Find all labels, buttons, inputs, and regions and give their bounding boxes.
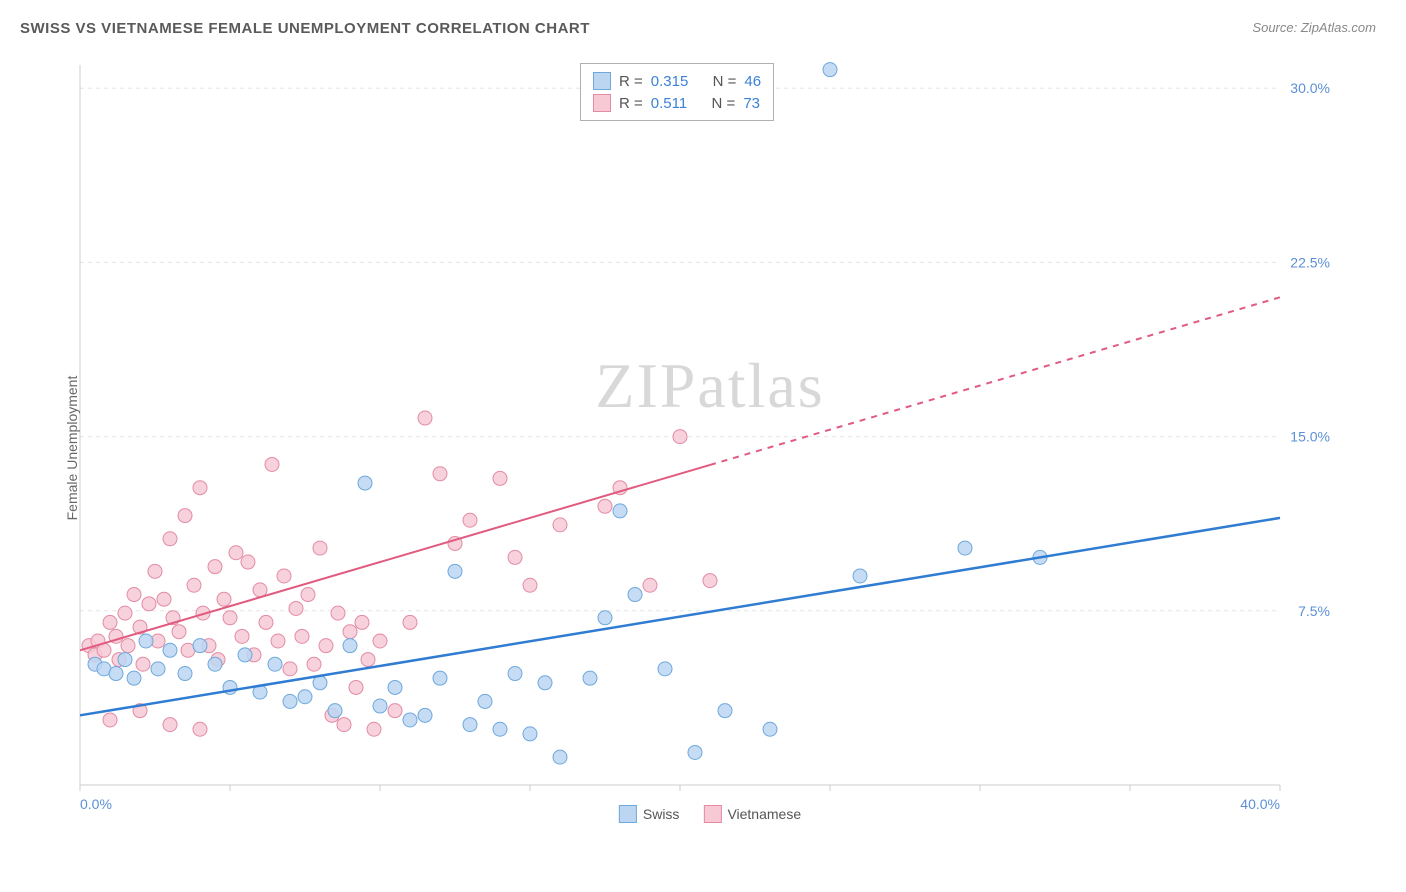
correlation-stats-box: R = 0.315 N = 46 R = 0.511 N = 73 xyxy=(580,63,774,121)
legend-vietnamese-label: Vietnamese xyxy=(727,806,801,822)
r-label: R = xyxy=(619,95,643,112)
source-label: Source: xyxy=(1252,20,1297,35)
svg-text:15.0%: 15.0% xyxy=(1290,429,1330,445)
chart-header: SWISS VS VIETNAMESE FEMALE UNEMPLOYMENT … xyxy=(0,0,1406,47)
svg-text:30.0%: 30.0% xyxy=(1290,80,1330,96)
vietnamese-swatch-icon xyxy=(703,805,721,823)
n-label: N = xyxy=(713,73,737,90)
vietnamese-swatch-icon xyxy=(593,94,611,112)
chart-title: SWISS VS VIETNAMESE FEMALE UNEMPLOYMENT … xyxy=(20,20,590,37)
swiss-r-value: 0.315 xyxy=(651,73,689,90)
swiss-n-value: 46 xyxy=(744,73,761,90)
vietnamese-n-value: 73 xyxy=(743,95,760,112)
legend: Swiss Vietnamese xyxy=(619,805,801,823)
legend-item-vietnamese: Vietnamese xyxy=(703,805,801,823)
legend-item-swiss: Swiss xyxy=(619,805,680,823)
swiss-swatch-icon xyxy=(593,72,611,90)
stats-row-vietnamese: R = 0.511 N = 73 xyxy=(593,92,761,114)
vietnamese-r-value: 0.511 xyxy=(651,95,687,112)
r-label: R = xyxy=(619,73,643,90)
svg-text:0.0%: 0.0% xyxy=(80,796,112,812)
legend-swiss-label: Swiss xyxy=(643,806,680,822)
source-attribution: Source: ZipAtlas.com xyxy=(1252,20,1376,35)
source-name: ZipAtlas.com xyxy=(1301,20,1376,35)
n-label: N = xyxy=(712,95,736,112)
swiss-swatch-icon xyxy=(619,805,637,823)
svg-text:40.0%: 40.0% xyxy=(1240,796,1280,812)
stats-row-swiss: R = 0.315 N = 46 xyxy=(593,70,761,92)
svg-text:22.5%: 22.5% xyxy=(1290,254,1330,270)
scatter-chart-svg: 7.5% 15.0% 22.5% 30.0% 0.0% 40.0% xyxy=(60,55,1360,825)
svg-text:7.5%: 7.5% xyxy=(1298,603,1330,619)
chart-area: Female Unemployment 7.5% 15.0% 22.5% 30.0% 0… xyxy=(60,55,1360,825)
y-axis-label: Female Unemployment xyxy=(64,376,80,521)
